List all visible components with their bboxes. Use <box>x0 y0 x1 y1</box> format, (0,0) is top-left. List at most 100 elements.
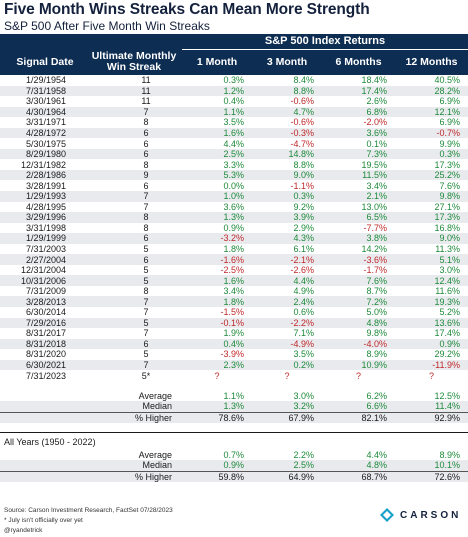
summary-row: Average 0.7% 2.2% 4.4% 8.9% <box>0 449 468 460</box>
summary-row: % Higher 78.6% 67.9% 82.1% 92.9% <box>0 411 468 423</box>
summary-value-m6: 6.6% <box>322 401 396 412</box>
table-row: 3/30/1961 11 0.4% -0.6% 2.6% 6.9% <box>0 96 468 107</box>
table-row: 4/28/1995 7 3.6% 9.2% 13.0% 27.1% <box>0 202 468 213</box>
streak-cell: 5 <box>143 349 149 360</box>
section-divider <box>0 432 468 433</box>
return-1-month-cell: -1.6% <box>182 254 252 265</box>
return-3-month-cell: -4.7% <box>290 138 314 149</box>
summary-label: % Higher <box>0 470 183 482</box>
table-body: 1/29/1954 11 0.3% 8.4% 18.4% 40.5% 7/31/1958 11… <box>0 75 468 381</box>
summary-value-m12: 11.4% <box>395 401 468 412</box>
return-6-months-cell: 8.9% <box>366 349 387 360</box>
return-6-months-cell: 2.1% <box>322 191 395 202</box>
col-header-6-months: 6 Months <box>322 49 395 75</box>
summary-row: % Higher 59.8% 64.9% 68.7% 72.6% <box>0 470 468 482</box>
return-12-months-cell: 11.3% <box>435 244 461 255</box>
return-3-month-cell: 0.3% <box>252 191 322 202</box>
signal-date-cell: 4/30/1964 <box>0 106 86 118</box>
summary-value-m1: 1.1% <box>223 390 245 401</box>
signal-date-cell: 6/30/2021 <box>0 359 86 371</box>
streak-cell: 8 <box>143 117 149 128</box>
signal-date-cell: 7/31/1958 <box>0 85 86 97</box>
return-6-months-cell: 6.8% <box>322 106 395 118</box>
return-1-month-cell: -3.9% <box>220 349 244 360</box>
return-12-months-cell: 40.5% <box>434 75 461 86</box>
streak-cell: 6 <box>86 233 182 244</box>
return-12-months-cell: 9.9% <box>439 138 461 149</box>
return-1-month-cell: 2.3% <box>182 359 252 371</box>
return-6-months-cell: -3.6% <box>322 254 395 265</box>
col-header-signal-date: Signal Date <box>0 49 86 75</box>
table-row: 8/29/1980 6 2.5% 14.8% 7.3% 0.3% <box>0 148 468 160</box>
return-3-month-cell: -4.9% <box>252 338 322 350</box>
return-1-month-cell: 0.4% <box>182 338 252 350</box>
return-3-month-cell: 8.4% <box>293 75 314 86</box>
signal-date-cell: 12/31/2004 <box>20 265 66 276</box>
streak-cell: 7 <box>86 106 182 118</box>
page-title: Five Month Wins Streaks Can Mean More St… <box>4 1 370 18</box>
return-12-months-cell: -11.9% <box>395 359 468 371</box>
return-3-month-cell: -1.1% <box>290 180 314 191</box>
signal-date-cell: 7/31/2023 <box>25 370 66 381</box>
return-12-months-cell: 25.2% <box>395 169 468 181</box>
summary-value-m12: 92.9% <box>395 411 468 423</box>
return-12-months-cell: 12.4% <box>395 275 468 286</box>
return-6-months-cell: -1.7% <box>363 265 387 276</box>
return-1-month-cell: 3.3% <box>223 159 244 170</box>
summary-label: Average <box>138 390 173 401</box>
summary-label: Median <box>0 401 183 412</box>
summary-value-m12: 72.6% <box>395 470 468 482</box>
signal-date-cell: 3/31/1998 <box>25 222 66 233</box>
return-6-months-cell: 3.4% <box>366 180 387 191</box>
streak-cell: 5 <box>143 265 149 276</box>
summary-value-m1: 78.6% <box>182 411 253 423</box>
return-1-month-cell: 1.9% <box>223 328 244 339</box>
return-3-month-cell: 2.4% <box>252 296 322 308</box>
streak-cell: 8 <box>143 222 149 233</box>
return-3-month-cell: -0.6% <box>290 96 314 107</box>
signal-date-cell: 2/27/2004 <box>0 254 86 265</box>
return-12-months-cell: 17.4% <box>434 328 461 339</box>
table-row: 1/29/1993 7 1.0% 0.3% 2.1% 9.8% <box>0 191 468 202</box>
signal-date-cell: 4/28/1995 <box>25 201 66 212</box>
streak-cell: 6 <box>86 127 182 139</box>
return-6-months-cell: 19.5% <box>361 159 387 170</box>
return-6-months-cell: 8.7% <box>366 286 387 297</box>
return-3-month-cell: 0.6% <box>293 307 314 318</box>
return-1-month-cell: 1.8% <box>223 244 244 255</box>
return-3-month-cell: 9.2% <box>293 201 314 212</box>
return-1-month-cell: 2.5% <box>182 148 252 160</box>
return-6-months-cell: 0.1% <box>366 138 387 149</box>
table-row: 8/31/2020 5 -3.9% 3.5% 8.9% 29.2% <box>0 349 468 360</box>
summary-value-m12: 8.9% <box>439 449 461 460</box>
return-1-month-cell: -2.5% <box>220 265 244 276</box>
summary-row: Average 1.1% 3.0% 6.2% 12.5% <box>0 390 468 401</box>
summary-value-m1: 0.7% <box>223 449 245 460</box>
return-1-month-cell: 1.6% <box>182 275 252 286</box>
signal-date-cell: 3/29/1996 <box>0 212 86 223</box>
return-1-month-cell: 1.2% <box>182 85 252 97</box>
streak-cell: 7 <box>86 296 182 308</box>
summary-value-m6: 68.7% <box>322 470 396 482</box>
streak-cell: 7 <box>143 328 149 339</box>
return-1-month-cell: -1.5% <box>220 307 244 318</box>
carson-logo-text: CARSON <box>400 509 462 521</box>
signal-date-cell: 4/28/1972 <box>0 127 86 139</box>
return-6-months-cell: -2.0% <box>363 117 387 128</box>
return-12-months-cell: 3.0% <box>439 265 461 276</box>
table-row: 12/31/1982 8 3.3% 8.8% 19.5% 17.3% <box>0 159 468 170</box>
summary-value-m6: 6.2% <box>366 390 388 401</box>
signal-date-cell: 5/30/1975 <box>25 138 66 149</box>
summary-value-m1: 1.3% <box>182 401 253 412</box>
return-12-months-cell: 19.3% <box>395 296 468 308</box>
return-6-months-cell: 7.3% <box>322 148 395 160</box>
streak-cell: 5* <box>141 370 151 381</box>
return-12-months-cell: 5.2% <box>439 307 461 318</box>
return-12-months-cell: -0.7% <box>395 127 468 139</box>
page-subtitle: S&P 500 After Five Month Win Streaks <box>4 19 210 33</box>
streak-cell: 9 <box>86 169 182 181</box>
signal-date-cell: 1/29/1954 <box>25 75 66 86</box>
streak-cell: 7 <box>86 191 182 202</box>
return-6-months-cell: 18.4% <box>361 75 387 86</box>
return-6-months-cell: 11.5% <box>322 169 395 181</box>
